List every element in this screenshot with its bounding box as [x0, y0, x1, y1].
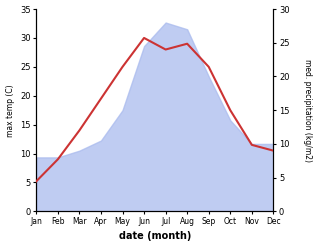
X-axis label: date (month): date (month) [119, 231, 191, 242]
Y-axis label: max temp (C): max temp (C) [5, 84, 15, 137]
Y-axis label: med. precipitation (kg/m2): med. precipitation (kg/m2) [303, 59, 313, 162]
